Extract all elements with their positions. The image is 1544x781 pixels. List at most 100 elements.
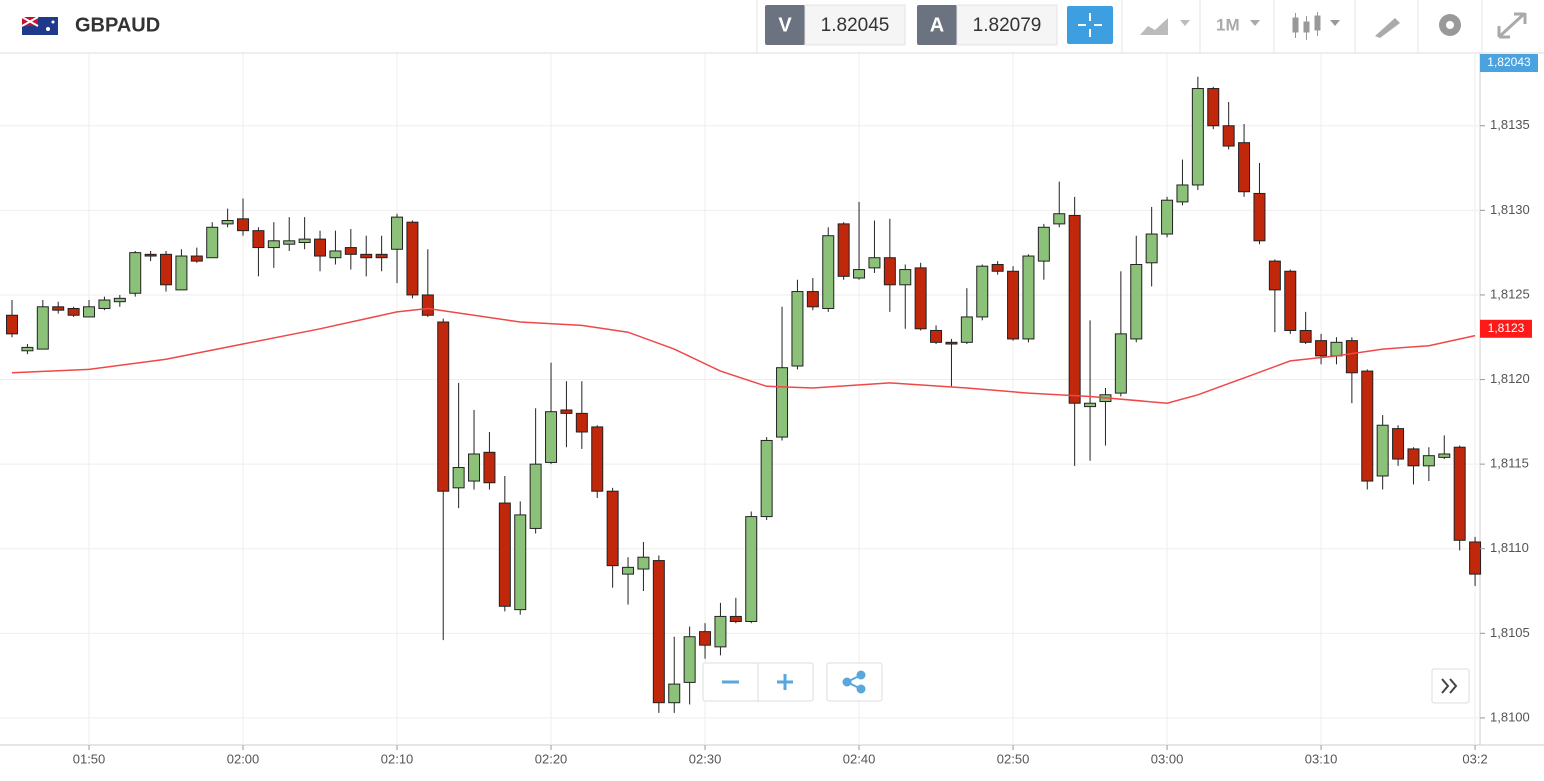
candle-body (868, 257, 881, 269)
candle-body (652, 560, 665, 704)
candle-body (1145, 233, 1158, 264)
sell-button[interactable] (765, 5, 805, 45)
share-box[interactable] (826, 662, 883, 702)
buy-price[interactable]: 1.82079 (973, 15, 1042, 36)
buy-price-box[interactable] (956, 4, 1058, 46)
candle-body (960, 316, 973, 343)
candle-body (560, 409, 573, 414)
candle-body (1438, 453, 1451, 458)
axes: 1,8100 1,8105 1,8110 1,8115 1,8120 1,8125 1,81… (73, 54, 1538, 766)
candle-body (791, 291, 804, 367)
last-price-label: 1,82043 (1487, 55, 1531, 69)
x-tick-label: 03:10 (1305, 751, 1338, 766)
indicator-button[interactable] (1140, 18, 1190, 35)
sell-price[interactable]: 1.82045 (821, 15, 890, 36)
candle-body (67, 307, 80, 316)
ma-price-label: 1,8123 (1488, 321, 1525, 335)
candle-body (252, 230, 265, 249)
sell-label[interactable]: V (778, 14, 792, 36)
flag-icon (21, 16, 58, 35)
crosshair-button[interactable] (1067, 6, 1113, 44)
candle-body (52, 306, 65, 311)
candle-body (129, 252, 142, 294)
candle-body (837, 223, 850, 277)
sell-price-box[interactable] (804, 4, 906, 46)
share-icon[interactable] (842, 670, 866, 694)
candle-body (1053, 213, 1066, 225)
ma-price-tag (1480, 319, 1532, 338)
candle-body (683, 636, 696, 683)
candle-body (853, 269, 866, 279)
candle-body (1345, 340, 1358, 374)
candle-body (1376, 424, 1389, 477)
candle-body (1161, 199, 1174, 235)
y-tick-label: 1,8135 (1490, 117, 1530, 132)
candle-body (1299, 329, 1312, 343)
candle-body (1176, 184, 1189, 203)
candle-body (283, 240, 296, 245)
candle-body (529, 463, 542, 529)
candle-body (421, 294, 434, 316)
candle-body (591, 426, 604, 492)
candle-body (760, 439, 773, 518)
candle-body (391, 216, 404, 250)
candle-body (899, 269, 912, 286)
y-tick-label: 1,8100 (1490, 709, 1530, 724)
y-tick-label: 1,8105 (1490, 625, 1530, 640)
candle-body (1268, 260, 1281, 291)
candle-body (976, 265, 989, 318)
candle-body (1130, 263, 1143, 340)
y-tick-label: 1,8120 (1490, 371, 1530, 386)
chart-type-button[interactable] (1292, 12, 1340, 40)
candle-body (406, 221, 419, 296)
candle-body (945, 341, 958, 345)
candle-body (1007, 270, 1020, 340)
candle-body (1469, 541, 1482, 575)
candle-body (575, 412, 588, 433)
candle-body (1315, 340, 1328, 357)
zoom-in-button[interactable] (777, 674, 793, 690)
candle-body (221, 220, 234, 225)
candle-body (267, 240, 280, 249)
timeframe-button[interactable]: 1M (1216, 15, 1240, 34)
candle-body (822, 235, 835, 309)
candle-body (1330, 341, 1343, 357)
last-price-tag (1480, 54, 1538, 72)
fullscreen-button[interactable] (1497, 12, 1527, 39)
x-tick-label: 03:00 (1151, 751, 1184, 766)
candle-body (991, 263, 1004, 272)
settings-button[interactable] (1439, 14, 1461, 36)
candle-body (314, 238, 327, 257)
candle-body (668, 683, 681, 704)
candle-body (1022, 255, 1035, 340)
candle-body (1361, 370, 1374, 482)
candle-body (298, 238, 311, 243)
candle-body (1068, 214, 1081, 404)
candle-body (729, 615, 742, 622)
candle-body (437, 321, 450, 492)
scroll-end-button[interactable] (1431, 668, 1470, 704)
buy-label[interactable]: A (930, 14, 944, 36)
candle-body (1037, 226, 1050, 262)
candle-body (206, 226, 219, 259)
candle-body (930, 329, 943, 343)
candle-body (1284, 270, 1297, 331)
candle-body (344, 247, 357, 255)
candle-body (514, 514, 527, 611)
candle-body (175, 255, 188, 291)
candle-body (498, 502, 511, 607)
candle-body (483, 451, 496, 484)
crosshair-icon (1078, 13, 1102, 37)
candle-body (6, 314, 19, 335)
zoom-controls (702, 662, 1470, 704)
draw-button[interactable] (1375, 18, 1400, 38)
candle-body (1114, 333, 1127, 394)
candle-body (21, 346, 34, 352)
y-tick-label: 1,8110 (1490, 540, 1529, 555)
y-tick-label: 1,8130 (1490, 202, 1530, 217)
candle-body (776, 367, 789, 438)
x-tick-label: 02:00 (227, 751, 260, 766)
candle-body (1084, 402, 1097, 408)
candle-body (1207, 88, 1220, 127)
buy-button[interactable] (917, 5, 957, 45)
